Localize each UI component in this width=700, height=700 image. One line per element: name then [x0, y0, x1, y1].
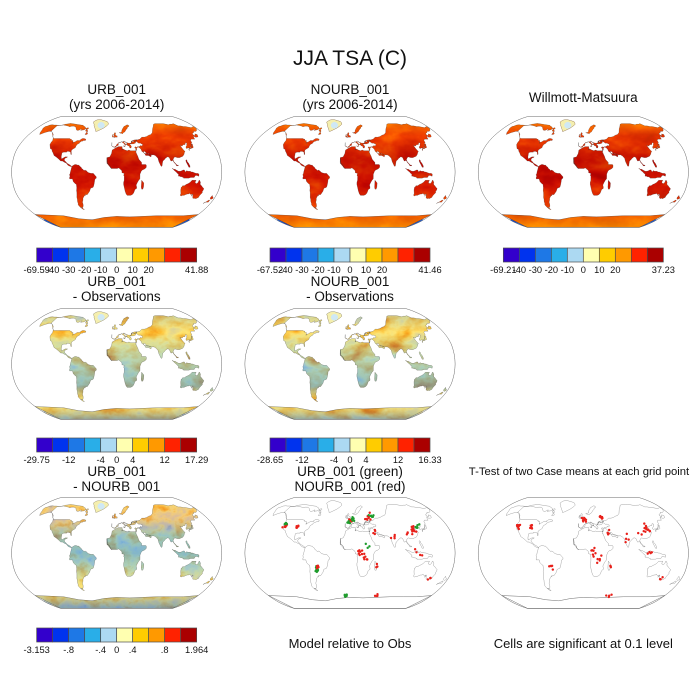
- svg-text:-4: -4: [97, 455, 105, 465]
- svg-text:-40: -40: [513, 265, 526, 275]
- svg-text:20: 20: [610, 265, 620, 275]
- svg-text:0: 0: [114, 455, 119, 465]
- svg-text:10: 10: [361, 265, 371, 275]
- svg-text:-4: -4: [330, 455, 338, 465]
- svg-text:10: 10: [127, 265, 137, 275]
- svg-text:-40: -40: [46, 265, 59, 275]
- svg-text:-10: -10: [561, 265, 574, 275]
- svg-text:0: 0: [347, 455, 352, 465]
- svg-text:10: 10: [594, 265, 604, 275]
- svg-text:17.29: 17.29: [185, 455, 208, 465]
- svg-text:-10: -10: [94, 265, 107, 275]
- svg-text:-20: -20: [78, 265, 91, 275]
- svg-text:-10: -10: [327, 265, 340, 275]
- svg-text:0: 0: [114, 645, 119, 655]
- svg-text:-30: -30: [295, 265, 308, 275]
- svg-text:.4: .4: [129, 645, 137, 655]
- svg-text:-30: -30: [529, 265, 542, 275]
- svg-text:16.33: 16.33: [418, 455, 441, 465]
- svg-text:-29.75: -29.75: [23, 455, 49, 465]
- svg-text:12: 12: [393, 455, 403, 465]
- svg-text:-12: -12: [295, 455, 308, 465]
- svg-text:0: 0: [347, 265, 352, 275]
- svg-text:-3.153: -3.153: [23, 645, 49, 655]
- svg-text:-20: -20: [311, 265, 324, 275]
- svg-text:1.964: 1.964: [185, 645, 208, 655]
- svg-text:41.88: 41.88: [185, 265, 208, 275]
- svg-text:-.4: -.4: [95, 645, 106, 655]
- svg-text:-.8: -.8: [63, 645, 74, 655]
- svg-text:4: 4: [130, 455, 135, 465]
- svg-text:-40: -40: [279, 265, 292, 275]
- svg-text:0: 0: [114, 265, 119, 275]
- svg-text:-12: -12: [62, 455, 75, 465]
- svg-text:.8: .8: [161, 645, 169, 655]
- svg-text:0: 0: [581, 265, 586, 275]
- svg-text:4: 4: [363, 455, 368, 465]
- svg-text:20: 20: [143, 265, 153, 275]
- svg-text:12: 12: [159, 455, 169, 465]
- svg-text:-30: -30: [62, 265, 75, 275]
- svg-text:-20: -20: [545, 265, 558, 275]
- svg-text:41.46: 41.46: [418, 265, 441, 275]
- svg-text:20: 20: [377, 265, 387, 275]
- svg-text:37.23: 37.23: [652, 265, 675, 275]
- svg-text:-28.65: -28.65: [257, 455, 283, 465]
